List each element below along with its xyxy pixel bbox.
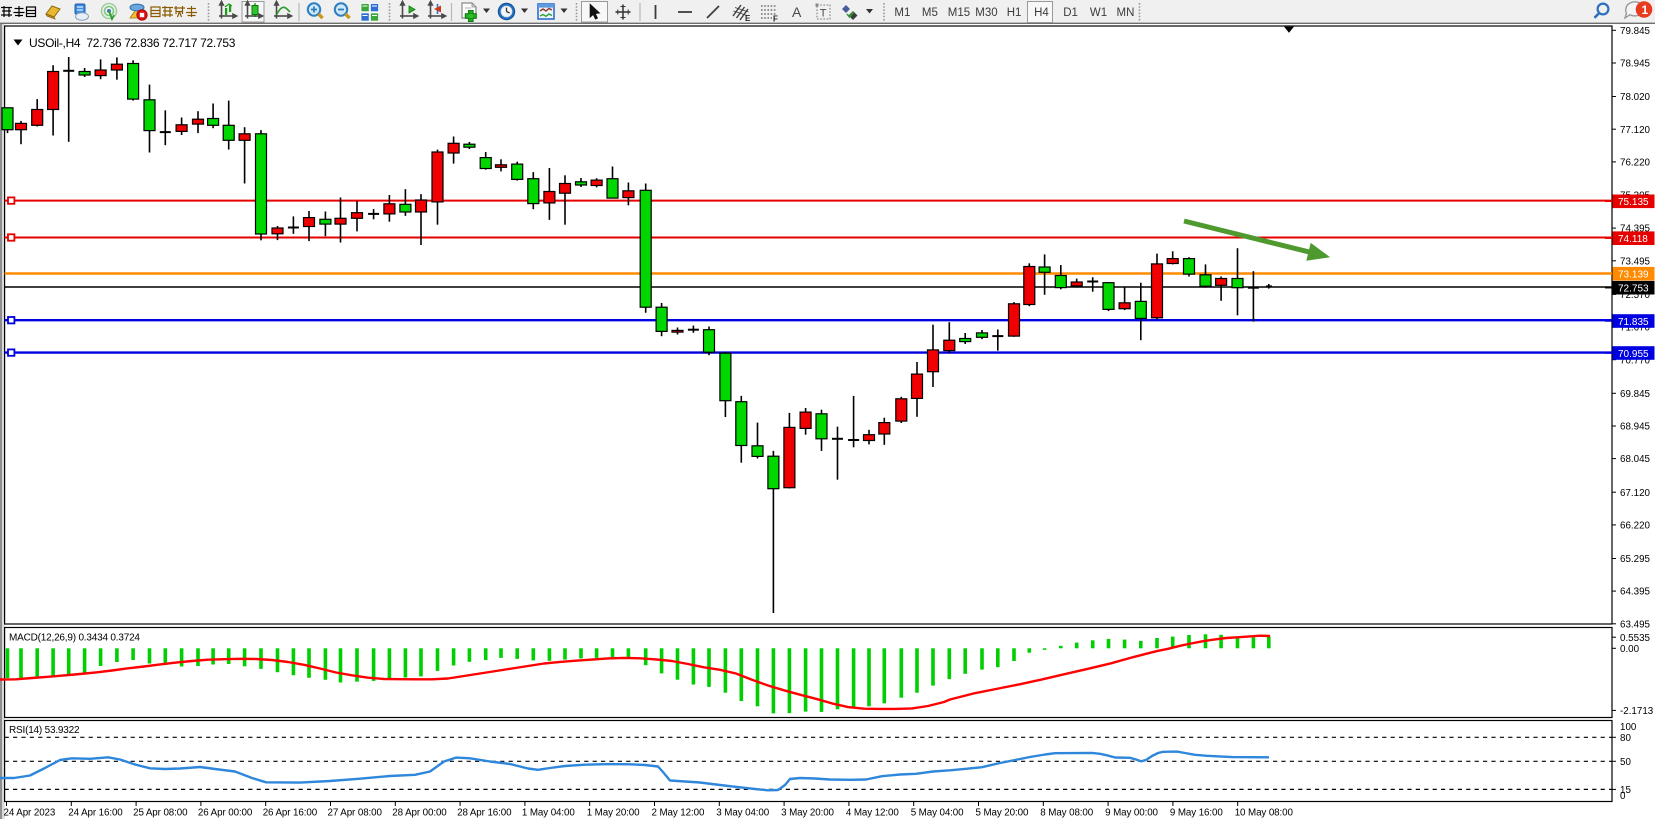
svg-text:2 May 12:00: 2 May 12:00 xyxy=(652,808,705,819)
svg-text:76.220: 76.220 xyxy=(1620,158,1651,169)
svg-text:78.020: 78.020 xyxy=(1620,92,1651,103)
svg-text:75.135: 75.135 xyxy=(1618,197,1649,208)
svg-text:3 May 04:00: 3 May 04:00 xyxy=(716,808,769,819)
svg-text:80: 80 xyxy=(1620,733,1631,744)
svg-text:W1: W1 xyxy=(1090,7,1107,19)
svg-text:26 Apr 16:00: 26 Apr 16:00 xyxy=(263,808,318,819)
svg-text:28 Apr 16:00: 28 Apr 16:00 xyxy=(457,808,512,819)
svg-text:24 Apr 2023: 24 Apr 2023 xyxy=(4,808,56,819)
svg-text:3 May 20:00: 3 May 20:00 xyxy=(781,808,834,819)
svg-text:A: A xyxy=(792,4,802,20)
svg-text:H4: H4 xyxy=(1034,7,1049,19)
svg-text:0.00: 0.00 xyxy=(1620,644,1640,655)
svg-text:8 May 08:00: 8 May 08:00 xyxy=(1040,808,1093,819)
svg-text:100: 100 xyxy=(1620,722,1637,733)
svg-text:27 Apr 08:00: 27 Apr 08:00 xyxy=(328,808,383,819)
svg-text:71.835: 71.835 xyxy=(1618,317,1649,328)
svg-text:10 May 08:00: 10 May 08:00 xyxy=(1235,808,1294,819)
svg-text:79.845: 79.845 xyxy=(1620,26,1651,37)
svg-text:70.770: 70.770 xyxy=(1620,355,1651,366)
svg-text:T: T xyxy=(820,8,827,20)
svg-text:24 Apr 16:00: 24 Apr 16:00 xyxy=(68,808,123,819)
svg-text:M15: M15 xyxy=(948,7,970,19)
svg-text:68.045: 68.045 xyxy=(1620,454,1651,465)
svg-text:5 May 04:00: 5 May 04:00 xyxy=(911,808,964,819)
svg-text:H1: H1 xyxy=(1007,7,1022,19)
svg-text:RSI(14) 53.9322: RSI(14) 53.9322 xyxy=(9,725,80,736)
svg-text:69.845: 69.845 xyxy=(1620,389,1651,400)
svg-text:71.670: 71.670 xyxy=(1620,323,1651,334)
svg-text:64.395: 64.395 xyxy=(1620,587,1651,598)
svg-text:77.120: 77.120 xyxy=(1620,125,1651,136)
svg-text:MACD(12,26,9) 0.3434 0.3724: MACD(12,26,9) 0.3434 0.3724 xyxy=(9,633,140,644)
svg-text:72.570: 72.570 xyxy=(1620,290,1651,301)
svg-text:M30: M30 xyxy=(975,7,997,19)
svg-text:63.495: 63.495 xyxy=(1620,619,1651,630)
svg-text:4 May 12:00: 4 May 12:00 xyxy=(846,808,899,819)
svg-text:9 May 16:00: 9 May 16:00 xyxy=(1170,808,1223,819)
svg-text:1: 1 xyxy=(1642,3,1649,17)
svg-text:73.495: 73.495 xyxy=(1620,256,1651,267)
svg-text:F: F xyxy=(773,15,778,24)
svg-text:0.5535: 0.5535 xyxy=(1620,633,1651,644)
svg-text:M1: M1 xyxy=(894,7,910,19)
svg-text:9 May 00:00: 9 May 00:00 xyxy=(1105,808,1158,819)
svg-text:0: 0 xyxy=(1620,791,1626,802)
svg-text:65.295: 65.295 xyxy=(1620,554,1651,565)
svg-text:1 May 04:00: 1 May 04:00 xyxy=(522,808,575,819)
svg-text:78.945: 78.945 xyxy=(1620,59,1651,70)
svg-text:67.120: 67.120 xyxy=(1620,488,1651,499)
svg-text:M5: M5 xyxy=(922,7,938,19)
svg-text:73.139: 73.139 xyxy=(1618,270,1649,281)
svg-text:1 May 20:00: 1 May 20:00 xyxy=(587,808,640,819)
svg-text:28 Apr 00:00: 28 Apr 00:00 xyxy=(392,808,447,819)
svg-text:50: 50 xyxy=(1620,757,1631,768)
svg-text:26 Apr 00:00: 26 Apr 00:00 xyxy=(198,808,253,819)
svg-text:72.753: 72.753 xyxy=(1618,284,1649,295)
svg-text:E: E xyxy=(745,14,751,23)
svg-text:MN: MN xyxy=(1117,7,1135,19)
svg-text:D1: D1 xyxy=(1063,7,1078,19)
svg-text:74.395: 74.395 xyxy=(1620,224,1651,235)
svg-text:66.220: 66.220 xyxy=(1620,521,1651,532)
svg-text:70.955: 70.955 xyxy=(1618,349,1649,360)
svg-text:5 May 20:00: 5 May 20:00 xyxy=(976,808,1029,819)
svg-text:15: 15 xyxy=(1620,785,1631,796)
svg-text:74.118: 74.118 xyxy=(1618,234,1648,245)
svg-text:USOil-,H4 72.736 72.836 72.71: USOil-,H4 72.736 72.836 72.717 72.753 xyxy=(29,36,236,50)
svg-text:25 Apr 08:00: 25 Apr 08:00 xyxy=(133,808,188,819)
svg-text:-2.1713: -2.1713 xyxy=(1620,706,1654,717)
svg-text:68.945: 68.945 xyxy=(1620,422,1651,433)
